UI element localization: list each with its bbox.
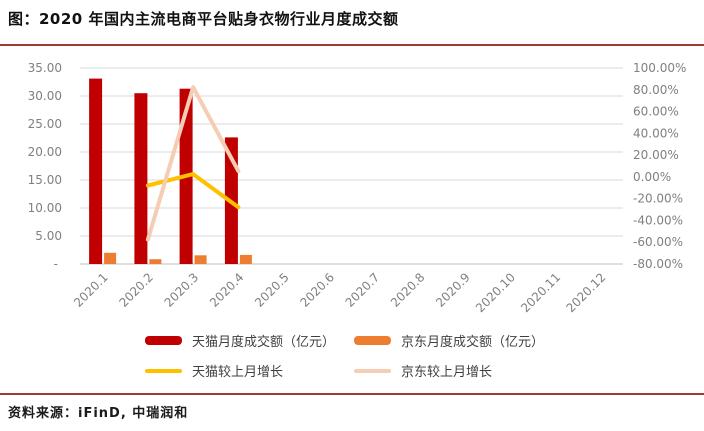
- right-axis-tick-label: -40.00%: [633, 213, 683, 227]
- x-axis-tick-label: 2020.4: [207, 270, 247, 310]
- jd-gmv-bar: [239, 254, 252, 264]
- right-axis-tick-label: 20.00%: [633, 148, 679, 162]
- jd-growth-line: [145, 85, 241, 242]
- right-axis-tick-label: -60.00%: [633, 235, 683, 249]
- tmall-gmv-bar: [134, 93, 148, 264]
- tmall-gmv-bar-swatch: [145, 336, 182, 345]
- jd-gmv-bar: [194, 255, 207, 264]
- x-axis-tick-label: 2020.2: [116, 270, 156, 310]
- legend-label-jd-growth: 京东较上月增长: [401, 365, 493, 380]
- legend-label-tmall-growth: 天猫较上月增长: [192, 365, 284, 380]
- legend-label-tmall-gmv: 天猫月度成交额（亿元）: [192, 335, 336, 350]
- jd-gmv-bar: [104, 252, 117, 264]
- chart-canvas: 35.00 30.00 25.00 20.00 15.00 10.00 5.00 - 100.0…: [28, 61, 687, 315]
- jd-gmv-bar: [149, 259, 162, 264]
- right-axis-tick-label: 0.00%: [633, 170, 671, 184]
- page-title: 图：2020 年国内主流电商平台贴身衣物行业月度成交额: [8, 10, 399, 28]
- left-axis-tick-label: 35.00: [28, 61, 62, 75]
- right-axis-tick-label: 80.00%: [633, 83, 679, 97]
- tmall-growth-line-swatch: [145, 368, 182, 373]
- right-axis-tick-label: -20.00%: [633, 192, 683, 206]
- legend-item-jd-gmv: 京东月度成交额（亿元）: [354, 331, 559, 350]
- footer-divider-rule: [0, 393, 704, 395]
- x-axis-tick-label: 2020.1: [71, 270, 111, 310]
- x-axis-tick-label: 2020.5: [252, 270, 292, 310]
- left-axis-tick-label: 25.00: [28, 117, 62, 131]
- x-axis-tick-label: 2020.12: [564, 270, 609, 315]
- x-axis-tick-label: 2020.7: [343, 270, 383, 310]
- right-axis-tick-label: 100.00%: [633, 61, 686, 75]
- x-axis-tick-label: 2020.8: [388, 270, 428, 310]
- x-axis-tick-label: 2020.3: [162, 270, 202, 310]
- x-axis-tick-label: 2020.10: [473, 270, 518, 315]
- x-axis-tick-label: 2020.11: [518, 270, 563, 315]
- source-note: 资料来源：iFinD, 中瑞润和: [8, 406, 189, 421]
- legend-item-tmall-growth: 天猫较上月增长: [145, 361, 330, 380]
- right-axis-tick-label: -80.00%: [633, 257, 683, 271]
- x-axis-tick-label: 2020.9: [433, 270, 473, 310]
- left-axis-tick-label: -: [54, 257, 58, 271]
- tmall-gmv-bar: [89, 78, 103, 264]
- chart-legend: 天猫月度成交额（亿元） 京东月度成交额（亿元） 天猫较上月增长 京东较上月增长: [0, 331, 704, 380]
- left-axis-tick-label: 10.00: [28, 201, 62, 215]
- tmall-growth-line: [145, 172, 241, 210]
- title-divider-rule: [0, 44, 704, 46]
- jd-growth-line-swatch: [354, 368, 391, 373]
- jd-gmv-bar-swatch: [354, 336, 391, 345]
- x-axis-tick-label: 2020.6: [297, 270, 337, 310]
- legend-item-jd-growth: 京东较上月增长: [354, 361, 559, 380]
- left-axis-tick-label: 5.00: [35, 229, 62, 243]
- legend-item-tmall-gmv: 天猫月度成交额（亿元）: [145, 331, 335, 350]
- left-axis-tick-label: 30.00: [28, 89, 62, 103]
- right-axis-tick-label: 40.00%: [633, 126, 679, 140]
- right-axis-tick-label: 60.00%: [633, 105, 679, 119]
- left-axis-tick-label: 15.00: [28, 173, 62, 187]
- left-axis-tick-label: 20.00: [28, 145, 62, 159]
- legend-label-jd-gmv: 京东月度成交额（亿元）: [401, 335, 545, 350]
